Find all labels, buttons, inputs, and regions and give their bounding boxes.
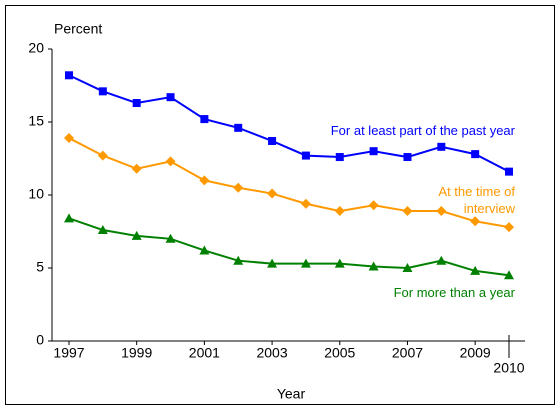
- marker: [199, 245, 210, 255]
- x-tick-label: 2007: [392, 345, 423, 361]
- marker: [233, 182, 244, 193]
- marker: [403, 153, 412, 162]
- y-tick-label: 15: [28, 113, 44, 129]
- marker: [200, 115, 209, 124]
- y-tick-label: 20: [28, 40, 44, 56]
- marker: [97, 225, 108, 235]
- series-label: For at least part of the past year: [330, 123, 515, 138]
- marker: [234, 123, 243, 132]
- marker: [470, 265, 481, 275]
- marker: [131, 230, 142, 240]
- marker: [470, 216, 481, 227]
- marker: [436, 255, 447, 265]
- marker: [132, 99, 141, 108]
- y-tick-label: 10: [28, 186, 44, 202]
- series-line: [68, 217, 510, 277]
- x-tick-label: 2001: [189, 345, 220, 361]
- marker: [301, 151, 310, 160]
- marker: [334, 258, 345, 268]
- marker: [334, 206, 345, 217]
- x-tick-label: 2009: [460, 345, 491, 361]
- marker: [97, 150, 108, 161]
- marker: [165, 156, 176, 167]
- marker: [368, 261, 379, 271]
- marker: [166, 93, 175, 102]
- marker: [300, 258, 311, 268]
- y-tick-label: 0: [36, 332, 44, 348]
- x-tick-label: 2003: [256, 345, 287, 361]
- marker: [504, 222, 514, 233]
- x-tick-label: 1999: [121, 345, 152, 361]
- marker: [368, 200, 379, 211]
- marker: [402, 263, 413, 272]
- series-line: [68, 137, 510, 229]
- y-tick-label: 5: [36, 259, 44, 275]
- x-tick-label: 2005: [324, 345, 355, 361]
- marker: [471, 150, 480, 159]
- marker: [504, 270, 514, 280]
- marker: [98, 87, 107, 96]
- marker: [199, 175, 210, 186]
- marker: [267, 258, 278, 268]
- frame: [5, 5, 555, 405]
- marker: [300, 198, 311, 209]
- marker: [436, 206, 447, 217]
- marker: [267, 188, 278, 199]
- marker: [369, 147, 378, 156]
- series-label: For more than a year: [393, 285, 515, 300]
- marker: [437, 142, 446, 151]
- marker: [64, 213, 74, 223]
- series-line: [68, 74, 510, 173]
- series-label: At the time of interview: [438, 184, 515, 216]
- x-tick-label: 1997: [53, 345, 84, 361]
- marker: [268, 136, 277, 145]
- marker: [64, 133, 74, 144]
- marker: [65, 71, 73, 80]
- marker: [233, 255, 244, 265]
- marker: [335, 153, 344, 162]
- marker: [131, 163, 142, 174]
- x-axis-label: Year: [277, 386, 306, 402]
- marker: [402, 206, 413, 217]
- x-tick-label: 2010: [493, 360, 524, 376]
- y-axis-label: Percent: [54, 21, 102, 37]
- marker: [505, 167, 513, 176]
- marker: [165, 233, 176, 243]
